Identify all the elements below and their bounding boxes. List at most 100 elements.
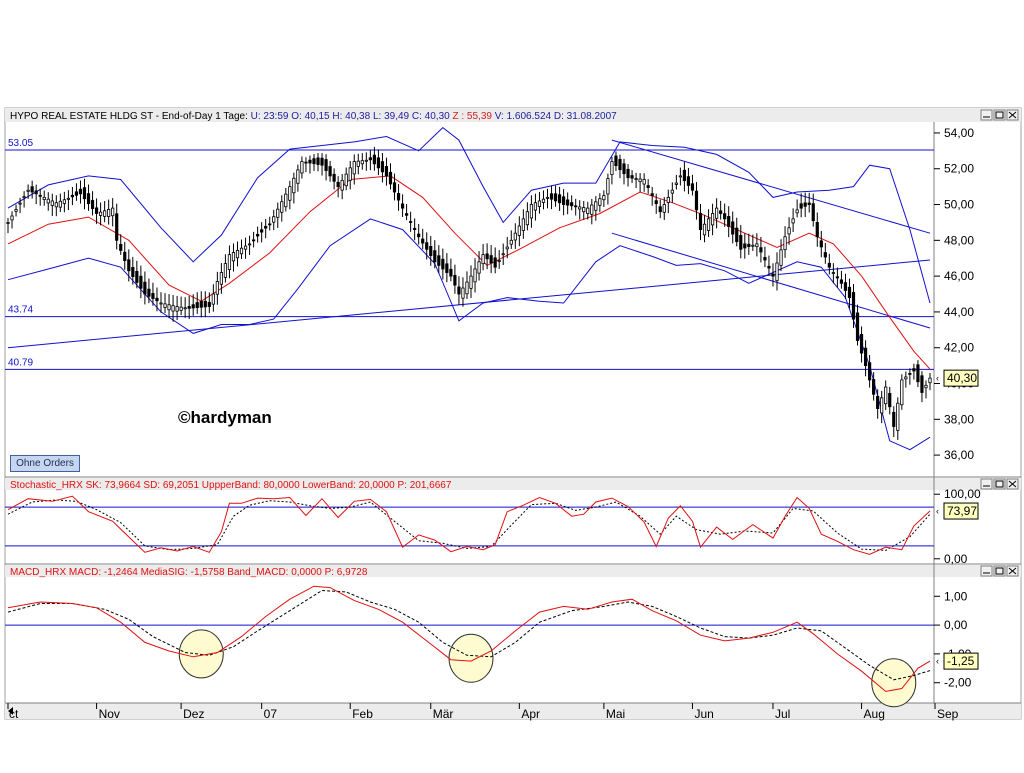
close-icon[interactable] <box>1006 109 1019 121</box>
candle-body <box>553 193 558 202</box>
candle-body <box>795 209 799 214</box>
ohne-orders-button[interactable]: Ohne Orders <box>10 455 80 472</box>
close-icon[interactable] <box>1006 565 1019 577</box>
quote-field-0: U: 23:59 <box>251 111 292 122</box>
candle-body <box>231 252 236 262</box>
candle-body <box>461 287 465 299</box>
candle-body <box>445 263 449 273</box>
scroll-left-icon <box>8 707 13 715</box>
candle-body <box>392 182 397 193</box>
candle-body <box>227 254 232 271</box>
candle-body <box>582 207 586 213</box>
candle-body <box>783 236 787 251</box>
candle-body <box>94 207 99 214</box>
candle-body <box>10 215 14 221</box>
candle-body <box>90 200 95 209</box>
price-tick-label: 36,00 <box>944 448 974 462</box>
candle-body <box>791 218 795 224</box>
macd-line <box>7 585 931 692</box>
candle-body <box>58 200 62 208</box>
candle-body <box>872 379 876 395</box>
candle-body <box>626 168 630 179</box>
candle-body <box>803 202 807 207</box>
candle-body <box>425 242 429 250</box>
maximize-icon[interactable] <box>993 565 1006 577</box>
price-tick-label: 54,00 <box>944 126 974 140</box>
candle-body <box>489 255 493 264</box>
candle-body <box>900 379 904 406</box>
price-tick-label: 52,00 <box>944 162 974 176</box>
candle-body <box>839 279 844 284</box>
stoch-pane-controls <box>980 478 1019 490</box>
candle-body <box>437 255 441 266</box>
macd-pane-titlebar <box>5 565 1021 577</box>
time-tick-label: Jun <box>694 707 713 721</box>
stoch-tick-label: 0,00 <box>944 552 968 566</box>
macd-last-value-arrow: ‹ <box>936 656 939 666</box>
candle-body <box>388 171 393 185</box>
candle-body <box>497 260 501 262</box>
candle-body <box>658 206 662 213</box>
minimize-icon[interactable] <box>980 478 993 490</box>
candle-body <box>473 268 477 283</box>
quote-field-4: C: 40,30 <box>412 111 453 122</box>
candle-body <box>590 204 594 215</box>
candle-body <box>811 203 815 222</box>
candle-body <box>847 286 852 299</box>
candle-body <box>851 292 856 320</box>
price-pane-title: HYPO REAL ESTATE HLDG ST - End-of-Day 1 … <box>10 111 617 122</box>
candle-body <box>384 166 389 177</box>
candle-body <box>131 267 135 277</box>
candle-body <box>505 246 509 250</box>
candle-body <box>880 397 884 414</box>
minimize-icon[interactable] <box>980 109 993 121</box>
stoch-pane-titlebar <box>5 478 1021 490</box>
candle-body <box>807 202 811 205</box>
candle-body <box>159 302 163 305</box>
candle-body <box>147 288 151 297</box>
candle-body <box>404 213 409 216</box>
candle-body <box>235 249 240 259</box>
minimize-icon[interactable] <box>980 565 993 577</box>
candle-body <box>429 246 433 256</box>
candle-body <box>82 187 87 200</box>
candle-body <box>876 396 880 409</box>
candle-body <box>243 245 248 250</box>
candle-body <box>264 225 268 229</box>
time-tick-label: 07 <box>264 707 278 721</box>
stoch-sk-line <box>7 495 931 555</box>
time-axis-band <box>5 703 1021 719</box>
candle-body <box>863 347 868 367</box>
macd-tick-label: -2,00 <box>944 676 972 690</box>
candle-body <box>449 268 453 277</box>
candle-body <box>368 157 372 161</box>
candle-body <box>352 161 356 175</box>
stochastic-plot <box>5 495 934 555</box>
candle-body <box>187 306 191 309</box>
candle-body <box>509 239 513 245</box>
candle-body <box>622 163 626 175</box>
level-label: 43.74 <box>8 305 33 316</box>
quote-field-5: Z : 55,39 <box>452 111 494 122</box>
candle-body <box>541 198 546 203</box>
candle-body <box>74 191 79 196</box>
level-label: 53.05 <box>8 138 33 149</box>
candle-body <box>127 259 131 272</box>
candle-body <box>99 211 103 216</box>
candle-body <box>904 376 908 380</box>
candle-body <box>421 238 425 244</box>
candle-body <box>143 281 147 295</box>
candle-body <box>292 177 296 194</box>
candle-body <box>533 202 538 211</box>
candle-body <box>529 204 534 219</box>
candle-body <box>175 306 179 312</box>
maximize-icon[interactable] <box>993 478 1006 490</box>
maximize-icon[interactable] <box>993 109 1006 121</box>
candle-body <box>260 229 264 233</box>
candle-body <box>710 213 715 226</box>
candle-body <box>70 194 75 198</box>
candle-body <box>42 196 46 200</box>
close-icon[interactable] <box>1006 478 1019 490</box>
price-tick-label: 46,00 <box>944 269 974 283</box>
